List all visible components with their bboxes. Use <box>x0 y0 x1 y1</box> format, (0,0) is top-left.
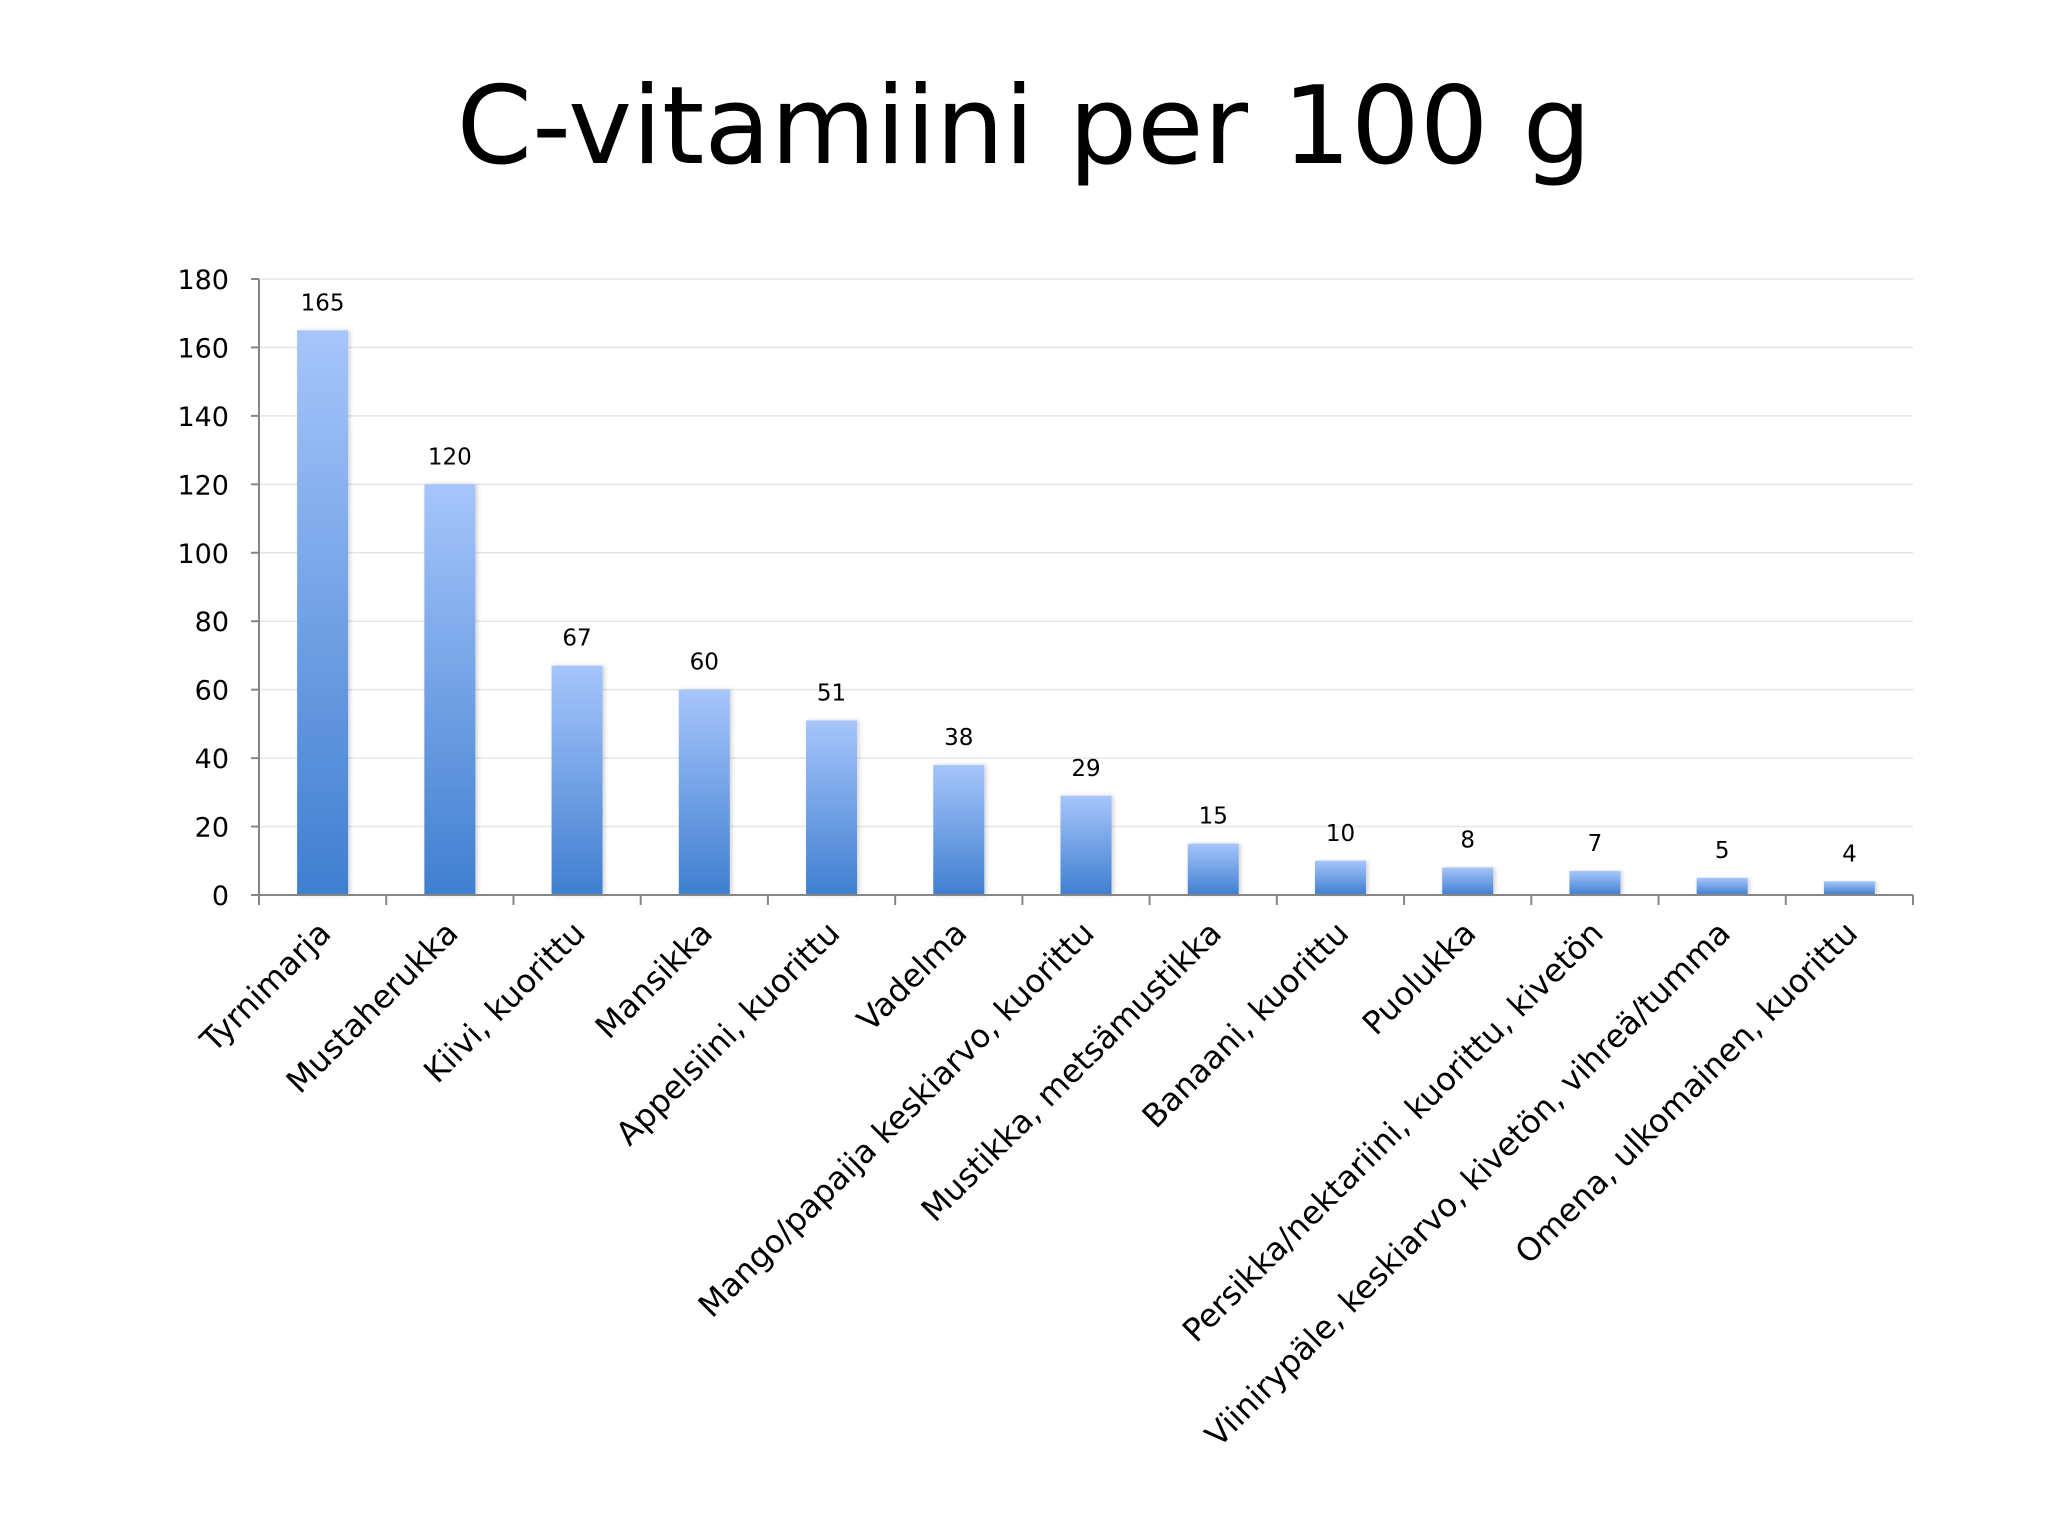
y-tick-label: 140 <box>177 402 229 433</box>
bar <box>297 330 349 895</box>
category-label: Mansikka <box>588 914 720 1046</box>
y-tick-label: 100 <box>177 539 229 570</box>
bar <box>933 764 985 895</box>
bar <box>424 484 476 895</box>
data-label: 120 <box>428 444 472 470</box>
data-label: 15 <box>1199 804 1228 830</box>
y-tick-label: 180 <box>177 265 229 296</box>
data-label: 165 <box>301 290 345 316</box>
bar <box>551 665 603 895</box>
data-label: 5 <box>1715 838 1730 864</box>
y-tick-label: 160 <box>177 333 229 364</box>
data-label: 51 <box>817 680 846 706</box>
bar <box>1187 843 1239 895</box>
data-label: 67 <box>562 626 591 652</box>
bar <box>1823 881 1875 895</box>
y-tick-label: 60 <box>195 676 229 707</box>
slide-title: C-vitamiini per 100 g <box>456 64 1592 189</box>
y-tick-label: 80 <box>195 607 229 638</box>
bar <box>678 689 730 895</box>
category-label: Puolukka <box>1355 914 1484 1043</box>
data-label: 8 <box>1460 828 1475 854</box>
data-label: 60 <box>690 650 719 676</box>
bar <box>1696 877 1748 895</box>
bar <box>1314 860 1366 895</box>
axes <box>251 278 1914 905</box>
y-tick-label: 0 <box>212 881 229 912</box>
data-label: 10 <box>1326 821 1355 847</box>
y-tick-label: 20 <box>195 813 229 844</box>
data-label: 29 <box>1071 756 1100 782</box>
y-tick-label: 40 <box>195 744 229 775</box>
category-label: Vadelma <box>849 914 974 1039</box>
bar <box>1442 867 1494 895</box>
data-label: 38 <box>944 725 973 751</box>
gridlines <box>259 278 1913 828</box>
y-tick-label: 120 <box>177 470 229 501</box>
bars <box>297 330 1875 895</box>
data-label: 7 <box>1588 831 1603 857</box>
bar <box>1569 871 1621 895</box>
bar <box>1060 795 1112 895</box>
data-label: 4 <box>1842 841 1857 867</box>
category-label: Appelsiini, kuorittu <box>608 914 847 1153</box>
bar <box>806 720 858 895</box>
